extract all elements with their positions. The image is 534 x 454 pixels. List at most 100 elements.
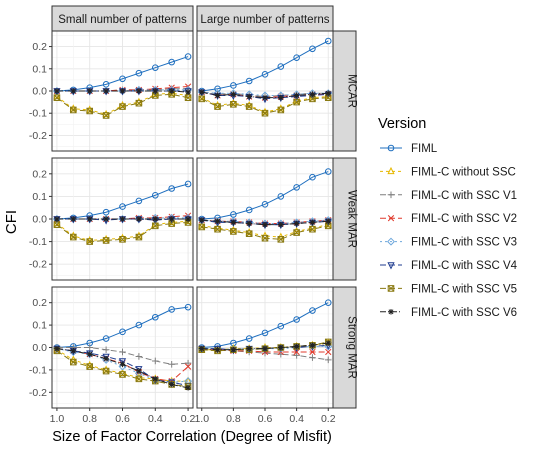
data-point [136, 368, 142, 374]
series-line [56, 221, 189, 243]
data-point [309, 225, 316, 233]
x-axis-title: Size of Factor Correlation (Degree of Mi… [52, 429, 332, 445]
data-point [262, 94, 268, 101]
data-point [54, 345, 60, 352]
data-point [135, 321, 143, 329]
panel-mcar-small-number-of-patterns: 0.2 0.1 0.0 -0.1 -0.2 [29, 30, 194, 152]
series-fiml [198, 168, 332, 223]
data-point [151, 222, 159, 230]
data-point [119, 103, 126, 110]
data-point [86, 351, 93, 358]
data-point [214, 103, 221, 110]
data-point [245, 230, 253, 237]
legend-item-fiml-c-with-ssc-v2: FIML-C with SSC V2 [380, 213, 517, 225]
data-point [245, 77, 253, 85]
x-tick-label: 0.2 [181, 413, 196, 425]
legend-key-marker [387, 166, 395, 175]
legend-title: Version [378, 116, 426, 132]
data-point [293, 98, 300, 106]
y-tick-label: 0.0 [32, 86, 47, 98]
data-point [168, 381, 175, 388]
y-tick-label: -0.2 [29, 259, 47, 271]
series-line [56, 56, 189, 92]
y-tick-label: -0.2 [29, 130, 47, 142]
data-point [136, 216, 142, 222]
data-point [119, 371, 126, 378]
x-tick-label: 0.8 [82, 413, 97, 425]
data-point [214, 218, 221, 225]
data-point [214, 225, 221, 233]
series-line [201, 302, 329, 348]
facet-label-mcar: MCAR [346, 74, 358, 108]
legend-item-fiml-c-without-ssc: FIML-C without SSC [380, 166, 516, 178]
data-point [135, 197, 143, 205]
series-line [201, 219, 329, 225]
series-fiml-c-with-ssc-v6 [54, 216, 191, 222]
data-point [70, 216, 77, 222]
data-point [324, 299, 332, 306]
facet-strip-column [51, 5, 194, 32]
data-point [262, 345, 268, 352]
data-point [119, 361, 126, 368]
data-point [135, 375, 143, 383]
data-point [70, 106, 77, 114]
data-point [70, 88, 77, 94]
data-point [152, 88, 159, 94]
series-fiml-c-with-ssc-v6 [198, 340, 332, 353]
data-point [86, 88, 93, 94]
panel-mcar-large-number-of-patterns [196, 30, 334, 152]
legend-item-fiml-c-with-ssc-v4: FIML-C with SSC V4 [380, 260, 518, 272]
legend-key-marker [387, 215, 395, 222]
y-tick-label: 0.1 [32, 191, 47, 203]
data-point [103, 355, 109, 362]
series-fiml-c-with-ssc-v5 [53, 91, 192, 119]
data-point [53, 221, 61, 228]
y-tick-label: 0.1 [32, 320, 47, 332]
data-point [230, 219, 237, 226]
data-point [185, 89, 191, 95]
data-point [325, 340, 332, 346]
data-point [293, 92, 300, 99]
data-point [135, 233, 143, 241]
data-point [324, 356, 332, 364]
data-point [152, 216, 159, 222]
data-point [230, 228, 237, 235]
x-tick-label: 0.4 [148, 413, 163, 425]
series-line [56, 349, 189, 382]
data-point [230, 91, 237, 98]
data-point [119, 348, 126, 356]
legend-item-fiml-c-with-ssc-v6: FIML-C with SSC V6 [380, 307, 517, 319]
data-point [277, 322, 285, 330]
data-point [151, 313, 159, 321]
x-tick-label: 0.6 [115, 413, 130, 425]
y-axis-title: CFI [3, 210, 20, 234]
legend-key-marker [387, 144, 395, 152]
series-fiml-c-with-ssc-v6 [198, 89, 332, 101]
data-point [261, 71, 269, 78]
facet-strip-row [332, 30, 357, 152]
data-point [102, 367, 110, 375]
x-tick-label: 0.2 [321, 413, 336, 425]
data-point [135, 353, 143, 360]
data-point [168, 185, 175, 192]
data-point [103, 216, 109, 222]
legend-label: FIML-C with SSC V6 [411, 307, 517, 319]
y-tick-label: -0.1 [29, 364, 47, 376]
data-point [261, 201, 269, 208]
legend-item-fiml-c-with-ssc-v5: FIML-C with SSC V5 [380, 283, 517, 295]
data-point [246, 220, 252, 227]
data-point [152, 376, 159, 382]
series-line [201, 171, 329, 220]
facet-label-large-number-of-patterns: Large number of patterns [200, 14, 329, 26]
data-point [293, 229, 300, 236]
x-tick-label: 0.4 [289, 413, 304, 425]
series-fiml-c-with-ssc-v6 [198, 217, 332, 228]
data-point [277, 106, 285, 114]
data-point [245, 103, 253, 110]
data-point [135, 69, 143, 77]
data-point [309, 354, 316, 361]
data-point [230, 346, 237, 353]
data-point [261, 109, 269, 117]
legend-item-fiml-c-with-ssc-v1: FIML-C with SSC V1 [380, 190, 517, 202]
data-point [198, 95, 206, 103]
